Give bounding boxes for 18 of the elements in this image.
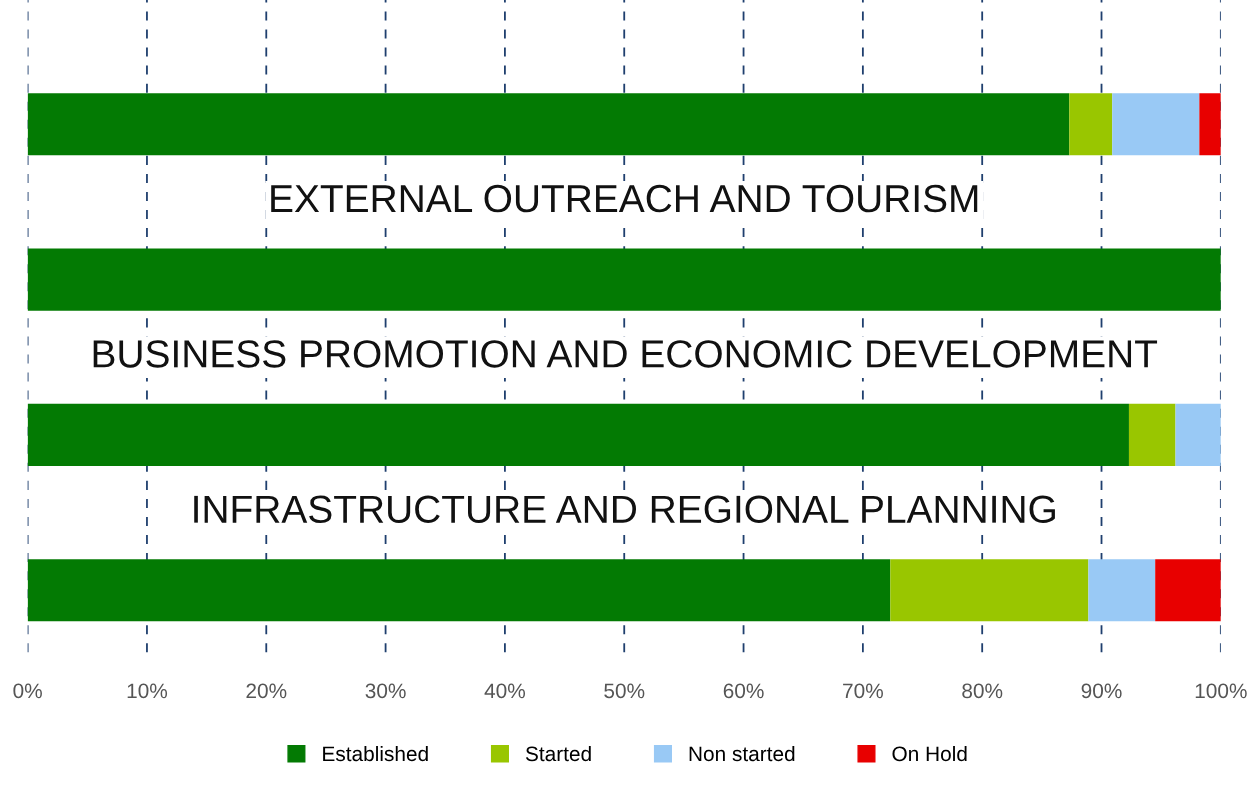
x-tick-label: 30% — [365, 683, 406, 699]
x-tick-label: 40% — [484, 683, 526, 699]
x-tick-label: 100% — [1195, 683, 1247, 699]
y-tick-label: BUSINESS PROMOTION AND ECONOMIC DEVELOPMENT — [93, 340, 1158, 368]
y-tick-label: EXTERNAL OUTREACH AND TOURISM — [271, 184, 978, 213]
x-tick-label: 0% — [13, 683, 42, 699]
x-tick-label: 60% — [723, 683, 764, 699]
x-tick-label: 80% — [962, 683, 1003, 699]
y-tick-label: INFRASTRUCTURE AND REGIONAL PLANNING — [194, 495, 1055, 524]
x-tick-label: 20% — [246, 683, 287, 699]
legend-label: Non started — [689, 745, 795, 762]
x-tick-label: 50% — [604, 683, 645, 699]
legend-label: On Hold — [892, 745, 967, 762]
legend-label: Established — [323, 745, 428, 762]
x-tick-label: 90% — [1081, 683, 1122, 699]
legend-label: Started — [525, 745, 591, 762]
x-tick-label: 10% — [127, 683, 168, 699]
x-tick-label: 70% — [843, 683, 883, 699]
